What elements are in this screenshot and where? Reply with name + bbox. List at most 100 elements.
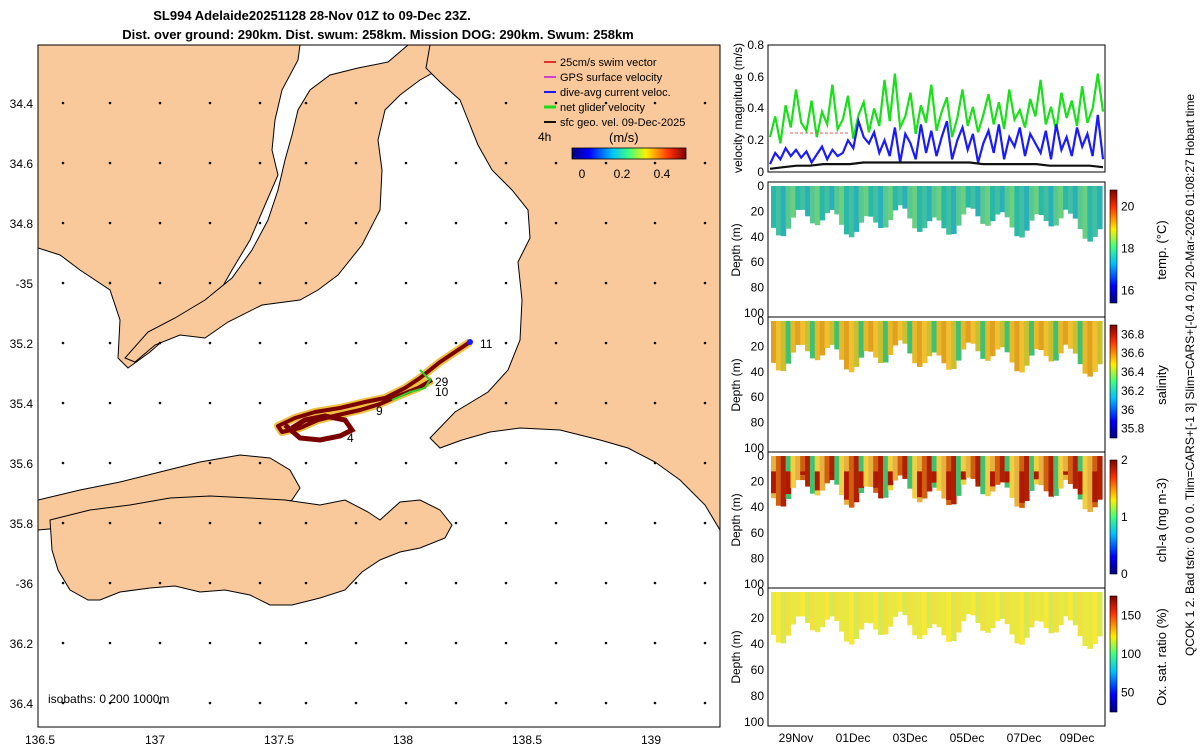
section-cell	[819, 592, 826, 628]
geo-vel-dot	[554, 281, 558, 285]
section-cell	[960, 186, 967, 215]
section-cell-high	[931, 471, 938, 483]
section-ytick: 40	[751, 637, 765, 651]
geo-vel-dot	[158, 581, 162, 585]
section-cell-high	[1033, 471, 1040, 480]
section-cell	[1092, 186, 1098, 237]
section-cell	[985, 186, 991, 226]
geo-vel-dot	[604, 401, 608, 405]
section-cell	[809, 186, 816, 224]
section-cell	[912, 592, 918, 636]
geo-vel-dot	[108, 281, 112, 285]
section-colorbar-tick: 20	[1121, 200, 1135, 214]
section-cell	[1029, 321, 1035, 356]
section-ytick: 80	[751, 689, 765, 703]
section-cell	[960, 456, 967, 485]
section-cell	[902, 592, 908, 616]
geo-vel-dot	[158, 161, 162, 165]
section-cell	[999, 456, 1006, 483]
section-cell	[795, 321, 801, 345]
section-cell	[1063, 186, 1069, 210]
geo-vel-dot	[61, 341, 65, 345]
section-cell	[931, 186, 938, 218]
section-ytick: 60	[751, 526, 765, 540]
section-cell	[819, 456, 826, 491]
map-legend: 25cm/s swim vector GPS surface velocity …	[538, 57, 687, 181]
map-colorbar-tick-0: 0	[579, 167, 586, 181]
section-cell	[1004, 592, 1011, 625]
section-cell	[790, 456, 796, 488]
section-cell	[1043, 592, 1050, 628]
velocity-ytick: 0.2	[747, 133, 764, 147]
section-cell-high	[887, 471, 894, 486]
legend-geo-vel: sfc geo. vel. 09-Dec-2025	[560, 117, 685, 129]
section-colorbar-tick: 35.8	[1121, 422, 1145, 436]
section-cell	[775, 592, 782, 643]
map-colorbar	[571, 147, 687, 160]
geo-vel-dot	[304, 401, 308, 405]
geo-vel-dot	[158, 401, 162, 405]
section-cell	[1053, 456, 1059, 496]
section-cell-high	[902, 471, 908, 474]
section-ytick: 80	[751, 551, 765, 565]
section-cell	[975, 186, 981, 217]
section-cell	[907, 592, 913, 626]
geo-vel-dot	[158, 461, 162, 465]
geo-vel-dot	[354, 641, 358, 645]
section-cell	[970, 321, 977, 344]
section-panel-chl-a: 0 20 40 60 80 100 Depth (m) 0 1 2 chl-a (mg m-3)	[729, 449, 1169, 591]
geo-vel-dot	[354, 461, 358, 465]
section-cell	[990, 592, 996, 629]
day-label-10: 10	[435, 385, 449, 399]
isobaths-label: isobaths: 0 200 1000m	[48, 692, 169, 706]
section-cell	[1058, 186, 1064, 219]
geo-vel-dot	[504, 221, 508, 225]
section-cell	[1033, 592, 1040, 621]
section-cell-high	[960, 471, 967, 480]
velocity-series-net_glider	[768, 73, 1105, 144]
section-cell	[907, 186, 913, 219]
section-cell	[1019, 592, 1025, 645]
section-cell	[960, 321, 967, 350]
geo-vel-dot	[304, 281, 308, 285]
geo-vel-dot	[554, 161, 558, 165]
geo-vel-dot	[504, 161, 508, 165]
map-xtick: 136.5	[25, 733, 55, 747]
section-cell	[819, 186, 826, 221]
section-cell	[1097, 592, 1103, 637]
geo-vel-dot	[404, 341, 408, 345]
geo-vel-dot	[258, 581, 262, 585]
section-cell	[921, 456, 928, 499]
map-panel: 11 29 10 9 4 25cm/s swim vector GPS surf…	[10, 44, 721, 747]
section-cell	[912, 456, 918, 499]
section-cell	[1043, 456, 1050, 492]
section-cell	[1072, 321, 1079, 354]
geo-vel-dot	[108, 341, 112, 345]
section-cell	[883, 592, 889, 635]
geo-vel-dot	[158, 221, 162, 225]
section-cell	[824, 592, 830, 620]
section-cell	[956, 456, 962, 496]
geo-vel-dot	[304, 641, 308, 645]
section-cell	[980, 186, 986, 224]
section-cell-high	[1063, 471, 1069, 475]
geo-vel-dot	[653, 221, 657, 225]
section-cell	[980, 592, 986, 631]
section-colorbar-tick: 18	[1121, 242, 1135, 256]
geo-vel-dot	[554, 581, 558, 585]
section-cell	[819, 321, 826, 356]
section-cell	[829, 186, 835, 210]
geo-vel-dot	[454, 161, 458, 165]
geo-vel-dot	[604, 521, 608, 525]
geo-vel-dot	[554, 101, 558, 105]
geo-vel-dot	[604, 341, 608, 345]
section-ylabel: Depth (m)	[729, 358, 743, 411]
geo-vel-dot	[504, 281, 508, 285]
velocity-ytick: 0.8	[747, 38, 764, 52]
map-ytick: -35	[16, 277, 34, 291]
section-cell	[892, 321, 899, 346]
section-cell	[951, 186, 957, 234]
section-cell	[868, 321, 874, 352]
geo-vel-dot	[504, 701, 508, 705]
geo-vel-dot	[354, 221, 358, 225]
